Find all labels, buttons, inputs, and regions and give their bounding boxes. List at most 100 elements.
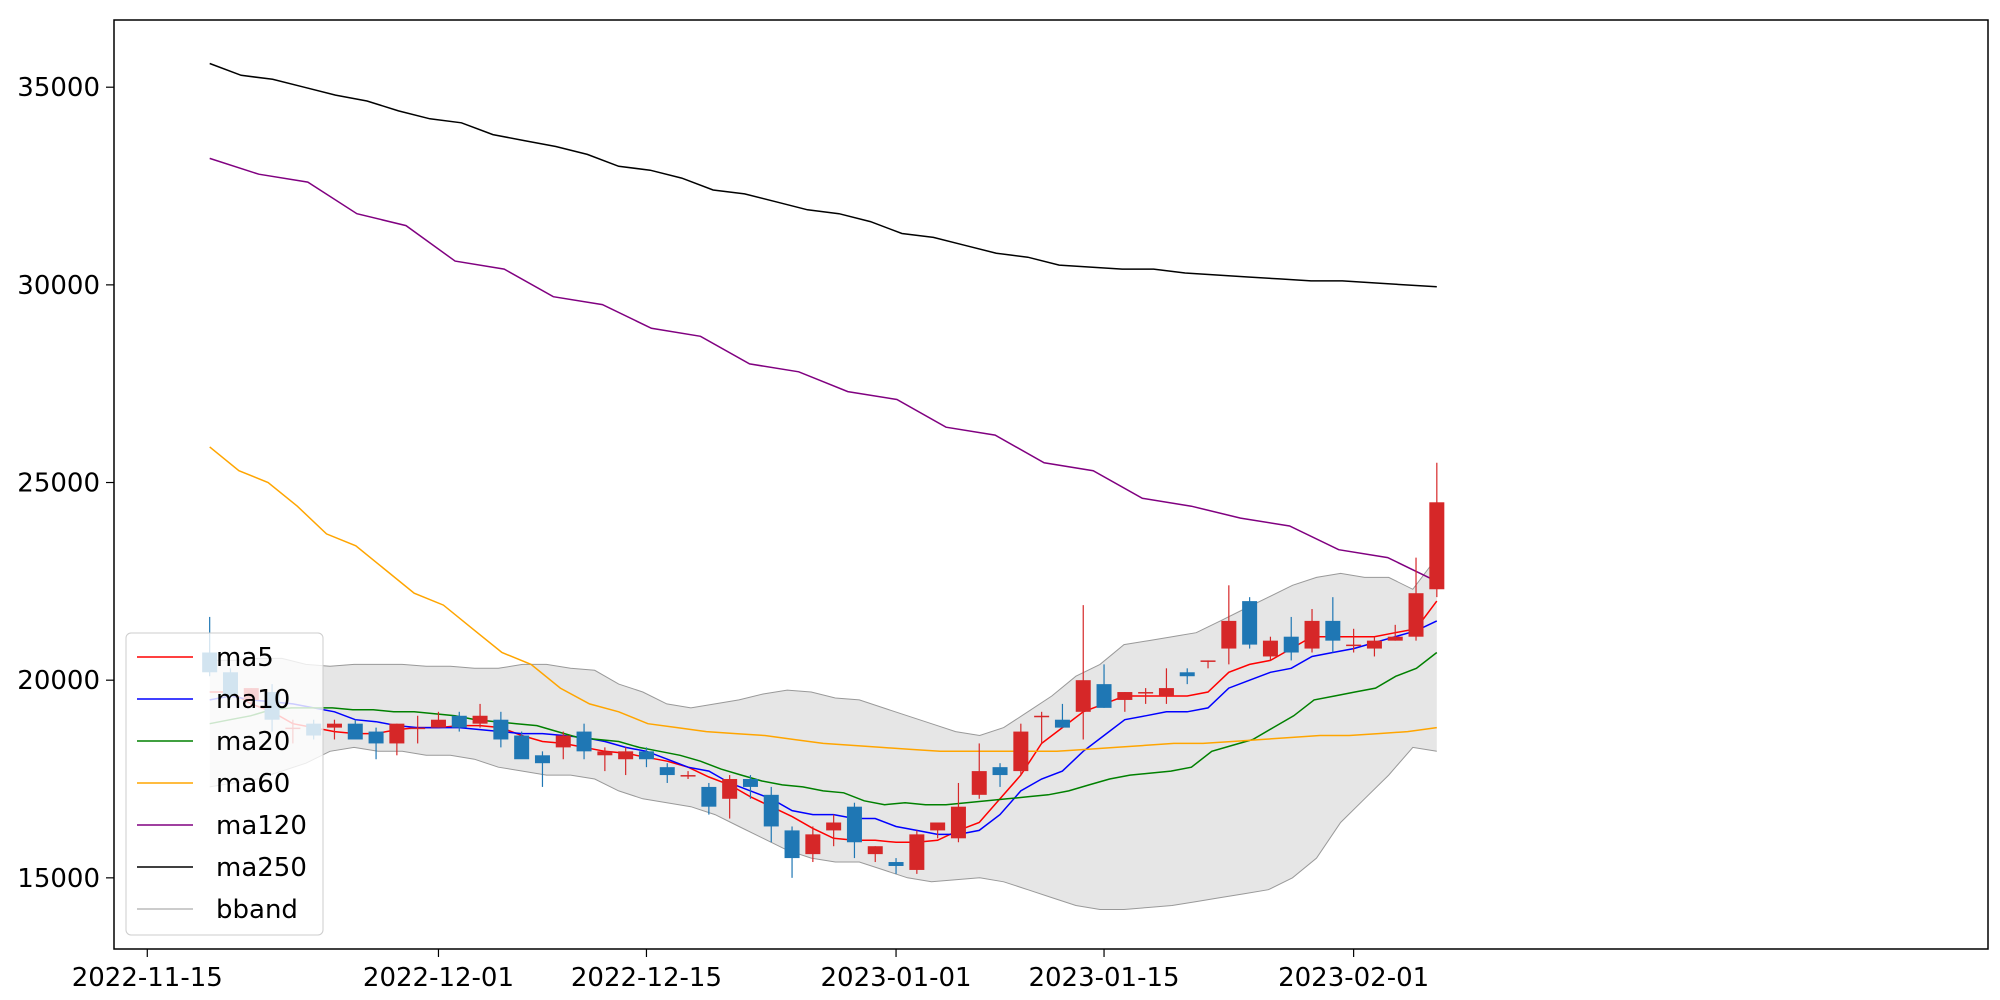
candle <box>805 826 821 863</box>
candle-body <box>1013 731 1029 772</box>
x-tick-label: 2022-12-15 <box>571 963 722 993</box>
candle <box>659 763 675 783</box>
legend-label-ma120: ma120 <box>216 811 307 841</box>
candle <box>1304 609 1320 653</box>
candle <box>618 747 634 776</box>
candle <box>347 719 363 740</box>
candle-body <box>930 822 946 831</box>
candle-body <box>638 751 654 760</box>
candle <box>576 723 592 760</box>
candle-body <box>326 723 342 728</box>
candle <box>763 786 779 843</box>
candle <box>1221 585 1237 665</box>
candle <box>1117 692 1133 712</box>
candle <box>430 711 446 728</box>
candle <box>410 715 426 744</box>
candle-body <box>597 751 613 756</box>
candle-body <box>846 806 862 843</box>
candle-body <box>1387 636 1403 641</box>
candle <box>493 711 509 748</box>
candle-body <box>867 846 883 855</box>
candle-body <box>368 731 384 744</box>
candle <box>930 822 946 839</box>
legend-box <box>125 632 324 936</box>
candle <box>638 747 654 768</box>
candle-body <box>1158 688 1174 696</box>
y-tick-label: 35000 <box>17 73 100 103</box>
candle <box>950 782 966 843</box>
candle <box>909 830 925 874</box>
candle-body <box>1075 680 1091 712</box>
legend-label-bband: bband <box>216 895 298 925</box>
x-tick-label: 2022-12-01 <box>363 963 514 993</box>
bollinger-band <box>209 557 1438 910</box>
candle <box>971 743 987 799</box>
candle <box>1138 688 1154 704</box>
legend-label-ma10: ma10 <box>216 685 290 715</box>
candle-body <box>618 751 634 760</box>
candle-body <box>680 775 696 777</box>
candle <box>1262 636 1278 661</box>
candle-body <box>659 767 675 776</box>
candle-body <box>493 719 509 740</box>
candle <box>784 826 800 878</box>
candle-body <box>950 806 966 839</box>
candle-body <box>742 779 758 787</box>
candle-body <box>1054 719 1070 728</box>
candle-body <box>909 834 925 870</box>
candle-body <box>451 715 467 728</box>
candle <box>555 731 571 760</box>
candle-body <box>1221 620 1237 649</box>
candle <box>1054 703 1070 728</box>
candle <box>1013 723 1029 776</box>
candle-body <box>555 735 571 748</box>
candle <box>1366 636 1382 657</box>
bband-fill <box>209 557 1437 910</box>
candle-body <box>1408 593 1424 637</box>
y-axis: 15000 20000 25000 30000 35000 <box>17 73 114 894</box>
candle-body <box>1429 502 1445 590</box>
ma250-line <box>209 62 1437 288</box>
plot-frame <box>113 19 1989 950</box>
candle-body <box>1138 692 1154 694</box>
candle <box>846 802 862 859</box>
legend-label-ma5: ma5 <box>216 643 274 673</box>
candle-body <box>1242 601 1258 645</box>
candle <box>472 703 488 728</box>
y-tick-label: 25000 <box>17 469 100 499</box>
x-tick-label: 2023-02-01 <box>1278 963 1429 993</box>
candle <box>888 858 904 874</box>
x-tick-label: 2023-01-15 <box>1028 963 1179 993</box>
legend-label-ma20: ma20 <box>216 727 290 757</box>
x-axis: 2022-11-15 2022-12-01 2022-12-15 2023-01-01… <box>72 949 1429 993</box>
ma20-line <box>209 651 1438 806</box>
y-tick-label: 20000 <box>17 666 100 696</box>
x-tick-label: 2023-01-01 <box>820 963 971 993</box>
ma60-line <box>209 446 1437 753</box>
candle <box>389 723 405 756</box>
candle <box>1346 628 1362 653</box>
candle-body <box>389 723 405 744</box>
candle <box>1158 668 1174 704</box>
candle-body <box>472 715 488 724</box>
candle <box>368 727 384 760</box>
candle-body <box>410 727 426 730</box>
candle <box>867 846 883 863</box>
candle <box>826 814 842 847</box>
candle-body <box>805 834 821 855</box>
candle <box>1283 616 1299 661</box>
candle <box>1242 597 1258 649</box>
candle-body <box>1283 636 1299 653</box>
candle <box>742 775 758 799</box>
candle <box>701 782 717 815</box>
candle <box>514 731 530 760</box>
candle-body <box>701 786 717 807</box>
candle-body <box>347 723 363 740</box>
legend: ma5 ma10 ma20 ma60 ma120 ma250 bband <box>125 632 324 936</box>
candle-body <box>534 755 550 764</box>
candle <box>1408 557 1424 641</box>
bband-upper-line <box>209 557 1438 737</box>
candle <box>1034 711 1050 744</box>
candle-body <box>430 719 446 728</box>
